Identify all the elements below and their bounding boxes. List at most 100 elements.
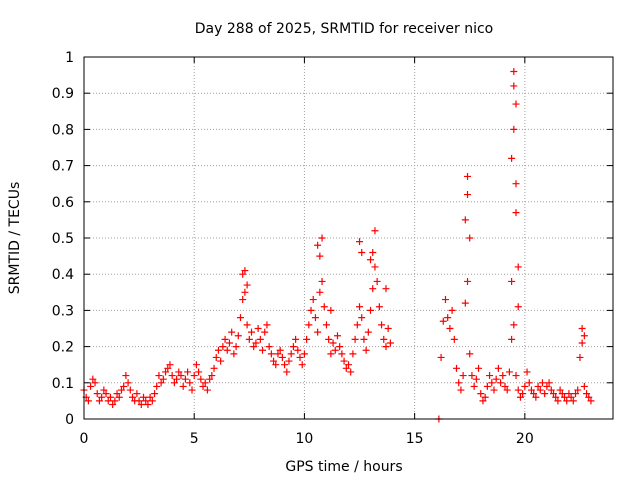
data-point xyxy=(441,296,449,304)
data-point xyxy=(375,303,383,311)
data-point xyxy=(162,368,170,376)
x-tick-label: 0 xyxy=(80,431,89,447)
data-point xyxy=(367,256,375,264)
data-point xyxy=(140,393,148,401)
data-point xyxy=(552,393,560,401)
data-point xyxy=(468,372,476,380)
data-point xyxy=(457,386,465,394)
data-point xyxy=(214,346,222,354)
data-point xyxy=(342,364,350,372)
data-point xyxy=(380,335,388,343)
data-point xyxy=(483,382,491,390)
data-point xyxy=(230,350,238,358)
data-point xyxy=(477,390,485,398)
data-point xyxy=(316,288,324,296)
y-tick-label: 0.7 xyxy=(52,159,74,175)
data-point xyxy=(494,364,502,372)
data-point xyxy=(232,343,240,351)
data-point xyxy=(356,238,364,246)
data-point xyxy=(223,346,231,354)
data-point xyxy=(512,209,520,217)
data-point xyxy=(199,382,207,390)
data-point xyxy=(276,346,284,354)
data-point xyxy=(505,368,513,376)
data-point xyxy=(530,390,538,398)
axis-ticks xyxy=(83,56,613,420)
data-point xyxy=(466,350,474,358)
data-point xyxy=(236,314,244,322)
data-point xyxy=(470,382,478,390)
data-point xyxy=(153,382,161,390)
data-point xyxy=(510,67,518,75)
data-point xyxy=(318,234,326,242)
data-point xyxy=(166,361,174,369)
data-point xyxy=(340,357,348,365)
data-point xyxy=(186,379,194,387)
x-tick-label: 5 xyxy=(190,431,199,447)
data-point xyxy=(188,386,196,394)
data-point xyxy=(219,343,227,351)
data-point xyxy=(327,350,335,358)
data-point xyxy=(437,353,445,361)
data-point xyxy=(210,364,218,372)
data-point xyxy=(239,296,247,304)
data-point xyxy=(358,314,366,322)
data-point xyxy=(561,393,569,401)
data-point xyxy=(510,125,518,133)
data-point xyxy=(274,350,282,358)
data-point xyxy=(217,357,225,365)
data-point xyxy=(384,325,392,332)
data-point xyxy=(439,317,447,325)
data-points xyxy=(80,67,595,423)
data-point xyxy=(466,234,474,242)
data-point xyxy=(113,390,121,398)
data-point xyxy=(120,382,128,390)
data-point xyxy=(459,372,467,380)
data-point xyxy=(192,361,200,369)
data-point xyxy=(294,346,302,354)
data-point xyxy=(536,386,544,394)
data-point xyxy=(514,263,522,271)
data-point xyxy=(122,372,130,380)
y-tick-label: 0.6 xyxy=(52,195,74,211)
data-point xyxy=(225,339,233,347)
data-point xyxy=(89,375,97,383)
data-point xyxy=(168,372,176,380)
data-point xyxy=(128,393,136,401)
data-point xyxy=(461,299,469,307)
data-point xyxy=(378,321,386,329)
data-point xyxy=(464,172,472,180)
data-point xyxy=(508,154,516,162)
data-point xyxy=(144,401,152,409)
data-point xyxy=(248,328,256,336)
data-point xyxy=(369,248,377,256)
data-point xyxy=(569,397,577,405)
data-point xyxy=(309,296,317,304)
data-point xyxy=(98,393,106,401)
y-tick-label: 0.1 xyxy=(52,376,74,392)
data-point xyxy=(177,372,185,380)
data-point xyxy=(455,379,463,387)
data-point xyxy=(450,335,458,343)
data-point xyxy=(289,343,297,351)
data-point xyxy=(358,248,366,256)
data-point xyxy=(519,390,527,398)
x-tick-label: 20 xyxy=(516,431,534,447)
data-point xyxy=(241,267,249,275)
data-point xyxy=(261,328,269,336)
data-point xyxy=(446,325,454,332)
data-point xyxy=(159,375,167,383)
data-point xyxy=(267,350,275,358)
data-point xyxy=(558,390,566,398)
data-point xyxy=(585,393,593,401)
data-point xyxy=(111,397,119,405)
data-point xyxy=(303,335,311,343)
data-point xyxy=(362,346,370,354)
data-point xyxy=(336,343,344,351)
data-point xyxy=(104,397,112,405)
data-point xyxy=(351,335,359,343)
data-point xyxy=(256,335,264,343)
data-point xyxy=(287,350,295,358)
data-point xyxy=(492,375,500,383)
